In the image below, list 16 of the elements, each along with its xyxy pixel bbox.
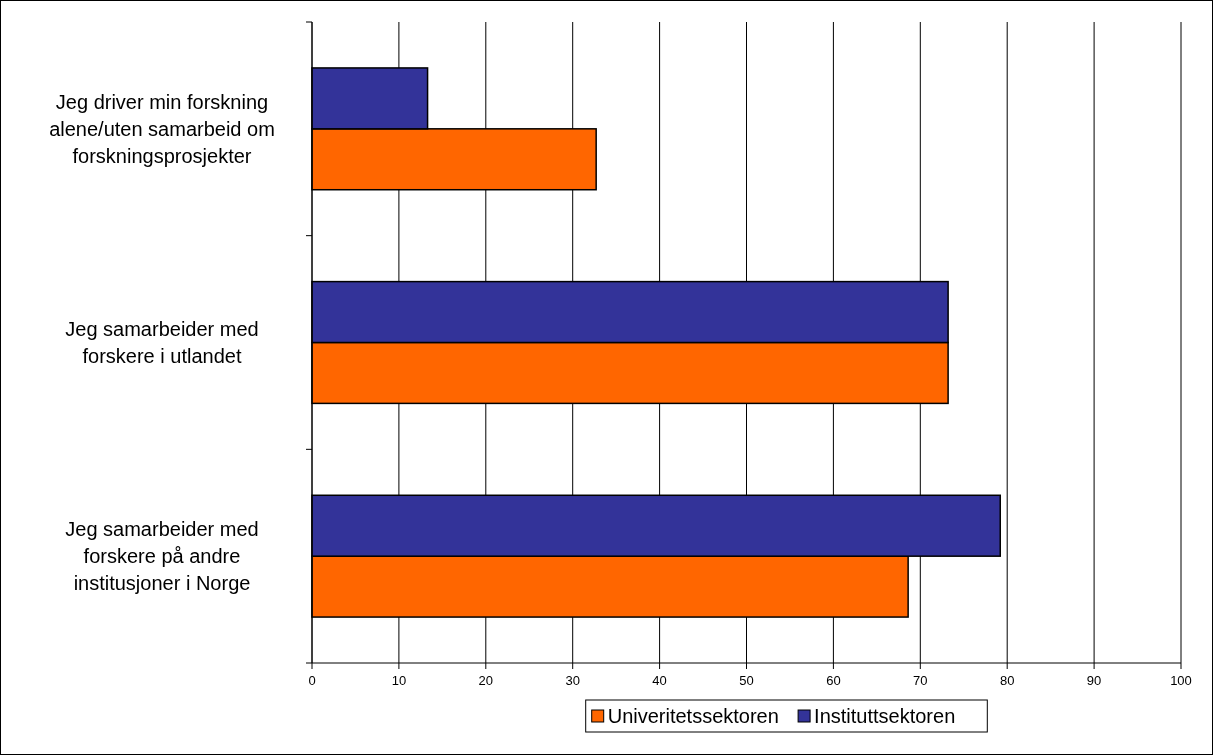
x-tick-label: 90: [1086, 673, 1102, 688]
legend-label: Instituttsektoren: [814, 705, 956, 727]
y-tick-label: Jeg driver min forskning alene/uten samarbeid om forskningsprosjekter: [49, 90, 275, 167]
y-tick-label: Jeg samarbeider med forskere på andre institusjoner i Norge: [65, 518, 259, 595]
x-tick-label: 50: [739, 673, 754, 688]
x-tick-label: 20: [478, 673, 494, 688]
legend-label: Univeritetssektoren: [607, 705, 779, 727]
x-tick-label: 40: [652, 673, 667, 688]
x-tick-label: 80: [999, 673, 1015, 688]
x-tick-label: 10: [391, 673, 407, 688]
y-tick-label: Jeg samarbeider med forskere i utlandet: [65, 318, 259, 367]
x-tick-label: 30: [565, 673, 580, 688]
x-tick-label: 0: [308, 673, 316, 688]
x-tick-label: 60: [826, 673, 841, 688]
x-tick-label: 100: [1170, 673, 1192, 688]
x-tick-label: 70: [913, 673, 928, 688]
